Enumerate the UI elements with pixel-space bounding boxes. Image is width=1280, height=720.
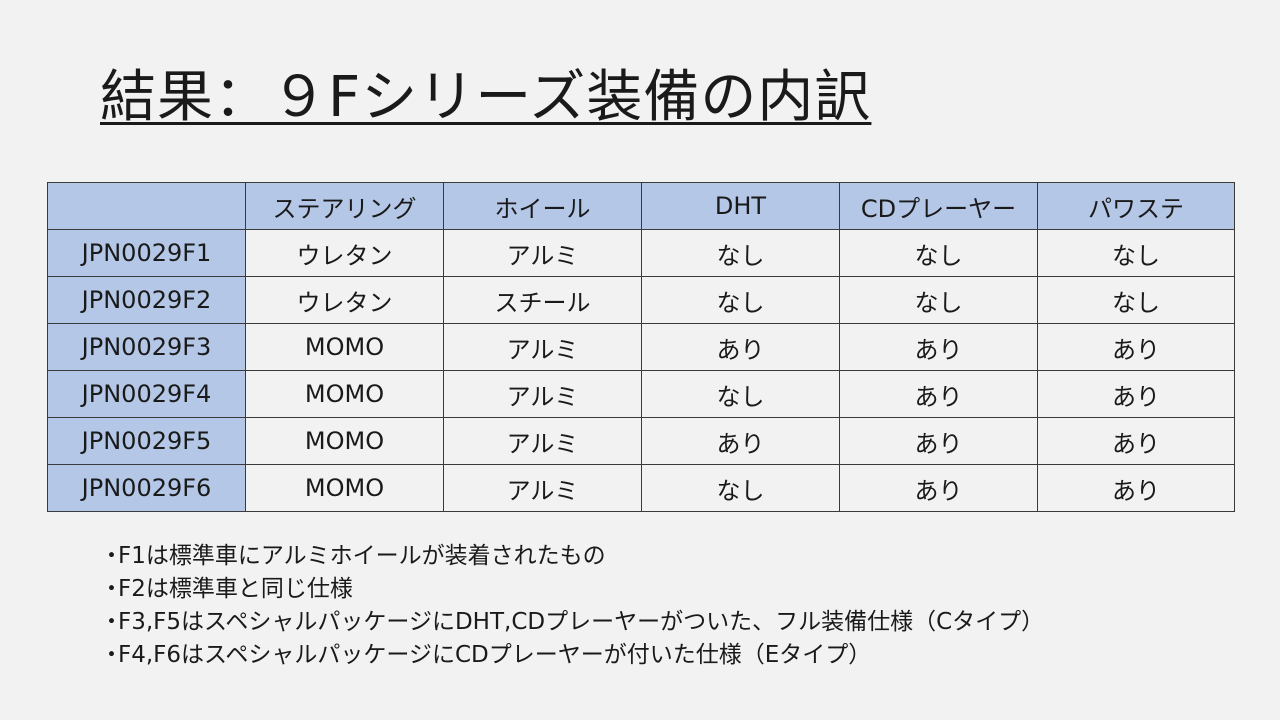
- table-cell: あり: [1037, 323, 1235, 371]
- row-id: JPN0029F1: [47, 229, 246, 277]
- table-cell: なし: [641, 229, 840, 277]
- table-cell: MOMO: [245, 370, 444, 418]
- table-cell: スチール: [443, 276, 642, 324]
- corner-cell: [47, 182, 246, 230]
- table-cell: あり: [1037, 417, 1235, 465]
- note-item: ・F3,F5はスペシャルパッケージにDHT,CDプレーヤーがついた、フル装備仕様…: [100, 606, 1044, 639]
- table-cell: あり: [839, 417, 1038, 465]
- table-cell: あり: [839, 323, 1038, 371]
- column-header-wheel: ホイール: [443, 182, 642, 230]
- row-id: JPN0029F3: [47, 323, 246, 371]
- table-row: JPN0029F4 MOMO アルミ なし あり あり: [47, 370, 1235, 418]
- table-cell: なし: [1037, 276, 1235, 324]
- column-header-power-steering: パワステ: [1037, 182, 1235, 230]
- table-cell: アルミ: [443, 229, 642, 277]
- table-row: JPN0029F5 MOMO アルミ あり あり あり: [47, 417, 1235, 465]
- table-cell: あり: [641, 417, 840, 465]
- note-item: ・F2は標準車と同じ仕様: [100, 573, 1044, 606]
- table-cell: なし: [839, 229, 1038, 277]
- row-id: JPN0029F5: [47, 417, 246, 465]
- note-item: ・F1は標準車にアルミホイールが装着されたもの: [100, 540, 1044, 573]
- table-cell: あり: [1037, 464, 1235, 512]
- table-cell: なし: [1037, 229, 1235, 277]
- table-cell: なし: [641, 276, 840, 324]
- table-row: JPN0029F3 MOMO アルミ あり あり あり: [47, 323, 1235, 371]
- table-cell: ウレタン: [245, 229, 444, 277]
- table-cell: なし: [641, 464, 840, 512]
- bullet-icon: ・: [100, 609, 123, 635]
- equipment-table: ステアリング ホイール DHT CDプレーヤー パワステ JPN0029F1 ウ…: [47, 182, 1235, 512]
- table-cell: ウレタン: [245, 276, 444, 324]
- table-cell: MOMO: [245, 323, 444, 371]
- table-cell: なし: [641, 370, 840, 418]
- column-header-dht: DHT: [641, 182, 840, 230]
- table-cell: MOMO: [245, 417, 444, 465]
- note-text: F2は標準車と同じ仕様: [118, 576, 353, 602]
- table-cell: あり: [839, 464, 1038, 512]
- note-text: F3,F5はスペシャルパッケージにDHT,CDプレーヤーがついた、フル装備仕様（…: [118, 609, 1045, 635]
- note-item: ・F4,F6はスペシャルパッケージにCDプレーヤーが付いた仕様（Eタイプ）: [100, 639, 1044, 672]
- notes-list: ・F1は標準車にアルミホイールが装着されたもの ・F2は標準車と同じ仕様 ・F3…: [100, 540, 1044, 672]
- note-text: F1は標準車にアルミホイールが装着されたもの: [118, 543, 606, 569]
- table-cell: アルミ: [443, 464, 642, 512]
- table-row: JPN0029F2 ウレタン スチール なし なし なし: [47, 276, 1235, 324]
- row-id: JPN0029F2: [47, 276, 246, 324]
- table-cell: あり: [1037, 370, 1235, 418]
- row-id: JPN0029F4: [47, 370, 246, 418]
- column-header-steering: ステアリング: [245, 182, 444, 230]
- table-cell: あり: [641, 323, 840, 371]
- table-row: JPN0029F6 MOMO アルミ なし あり あり: [47, 464, 1235, 512]
- table-cell: あり: [839, 370, 1038, 418]
- row-id: JPN0029F6: [47, 464, 246, 512]
- bullet-icon: ・: [100, 576, 123, 602]
- column-header-cd-player: CDプレーヤー: [839, 182, 1038, 230]
- bullet-icon: ・: [100, 543, 123, 569]
- table-cell: MOMO: [245, 464, 444, 512]
- note-text: F4,F6はスペシャルパッケージにCDプレーヤーが付いた仕様（Eタイプ）: [118, 642, 872, 668]
- table-cell: なし: [839, 276, 1038, 324]
- table-header-row: ステアリング ホイール DHT CDプレーヤー パワステ: [47, 182, 1235, 230]
- bullet-icon: ・: [100, 642, 123, 668]
- table-row: JPN0029F1 ウレタン アルミ なし なし なし: [47, 229, 1235, 277]
- table-cell: アルミ: [443, 370, 642, 418]
- table-cell: アルミ: [443, 417, 642, 465]
- slide-title: 結果：９Fシリーズ装備の内訳: [100, 65, 872, 130]
- table-cell: アルミ: [443, 323, 642, 371]
